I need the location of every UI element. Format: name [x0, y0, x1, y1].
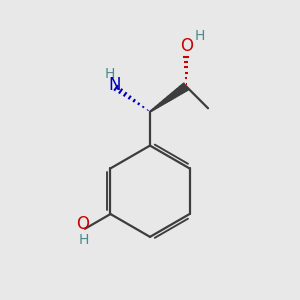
Polygon shape: [157, 104, 160, 107]
Polygon shape: [174, 90, 179, 96]
Polygon shape: [180, 84, 187, 92]
Text: H: H: [194, 29, 205, 43]
Polygon shape: [164, 99, 167, 103]
Polygon shape: [165, 97, 169, 102]
Polygon shape: [167, 96, 171, 101]
Polygon shape: [179, 86, 185, 93]
Polygon shape: [160, 101, 164, 105]
Polygon shape: [170, 93, 175, 99]
Text: H: H: [104, 67, 115, 81]
Text: O: O: [180, 37, 193, 55]
Polygon shape: [172, 92, 177, 98]
Polygon shape: [169, 94, 173, 100]
Polygon shape: [177, 87, 183, 94]
Polygon shape: [162, 100, 166, 104]
Text: O: O: [76, 215, 89, 233]
Polygon shape: [155, 106, 158, 109]
Polygon shape: [152, 109, 154, 111]
Text: N: N: [108, 76, 121, 94]
Text: H: H: [79, 233, 89, 247]
Polygon shape: [175, 89, 181, 95]
Polygon shape: [150, 110, 152, 112]
Polygon shape: [158, 103, 162, 106]
Polygon shape: [182, 83, 188, 91]
Polygon shape: [153, 107, 156, 110]
